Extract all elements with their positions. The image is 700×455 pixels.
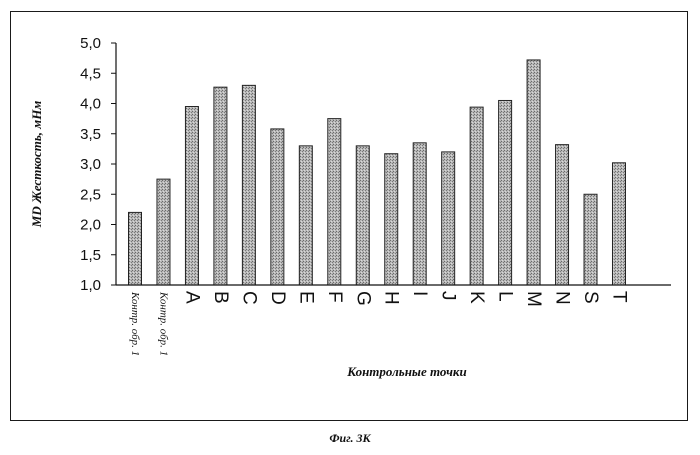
x-category-label: S bbox=[580, 291, 601, 304]
x-category-label: J bbox=[438, 291, 459, 301]
figure-caption: Фиг. 3К bbox=[0, 431, 700, 446]
y-tick-label: 2,0 bbox=[80, 217, 101, 234]
bar bbox=[442, 152, 455, 285]
bar bbox=[356, 146, 369, 285]
bar bbox=[185, 107, 198, 285]
bar bbox=[413, 143, 426, 285]
x-category-label: I bbox=[409, 291, 430, 296]
bar bbox=[470, 107, 483, 285]
bar bbox=[271, 129, 284, 285]
x-category-label: D bbox=[267, 291, 288, 305]
x-axis-title: Контрольные точки bbox=[346, 364, 466, 379]
bar bbox=[157, 179, 170, 285]
y-axis-title: MD Жесткость, мНм bbox=[29, 101, 44, 229]
y-tick-label: 3,5 bbox=[80, 126, 101, 143]
bar bbox=[328, 119, 341, 285]
bar bbox=[385, 154, 398, 285]
x-category-label: Контр. обр. 1 bbox=[129, 291, 141, 356]
x-category-label: F bbox=[324, 291, 345, 303]
x-category-label: T bbox=[608, 291, 629, 303]
bar bbox=[129, 212, 142, 285]
y-tick-label: 4,0 bbox=[80, 96, 101, 113]
bar bbox=[299, 146, 312, 285]
y-tick-label: 4,5 bbox=[80, 65, 101, 82]
bar bbox=[584, 194, 597, 285]
x-category-label: G bbox=[352, 291, 373, 306]
x-category-label: A bbox=[181, 291, 202, 304]
bar bbox=[527, 60, 540, 285]
y-tick-label: 2,5 bbox=[80, 186, 101, 203]
y-tick-label: 1,5 bbox=[80, 247, 101, 264]
y-tick-label: 5,0 bbox=[80, 35, 101, 52]
bar bbox=[556, 145, 569, 285]
bar bbox=[612, 163, 625, 285]
y-tick-label: 3,0 bbox=[80, 156, 101, 173]
x-category-label: Контр. обр. 1 bbox=[157, 291, 169, 356]
x-category-label: C bbox=[238, 291, 259, 305]
bar bbox=[214, 87, 227, 285]
x-category-label: K bbox=[466, 291, 487, 304]
x-category-label: N bbox=[552, 291, 573, 305]
bar bbox=[242, 85, 255, 285]
x-category-label: M bbox=[523, 291, 544, 307]
y-tick-label: 1,0 bbox=[80, 277, 101, 294]
bar-chart: 1,0 1,5 2,0 2,5 3,0 3,5 4,0 4,5 5,0 Контр. обр. … bbox=[0, 0, 700, 430]
x-category-label: B bbox=[210, 291, 231, 304]
bar bbox=[499, 100, 512, 285]
x-category-label: H bbox=[381, 291, 402, 305]
x-category-label: E bbox=[295, 291, 316, 304]
x-category-label: L bbox=[495, 291, 516, 302]
